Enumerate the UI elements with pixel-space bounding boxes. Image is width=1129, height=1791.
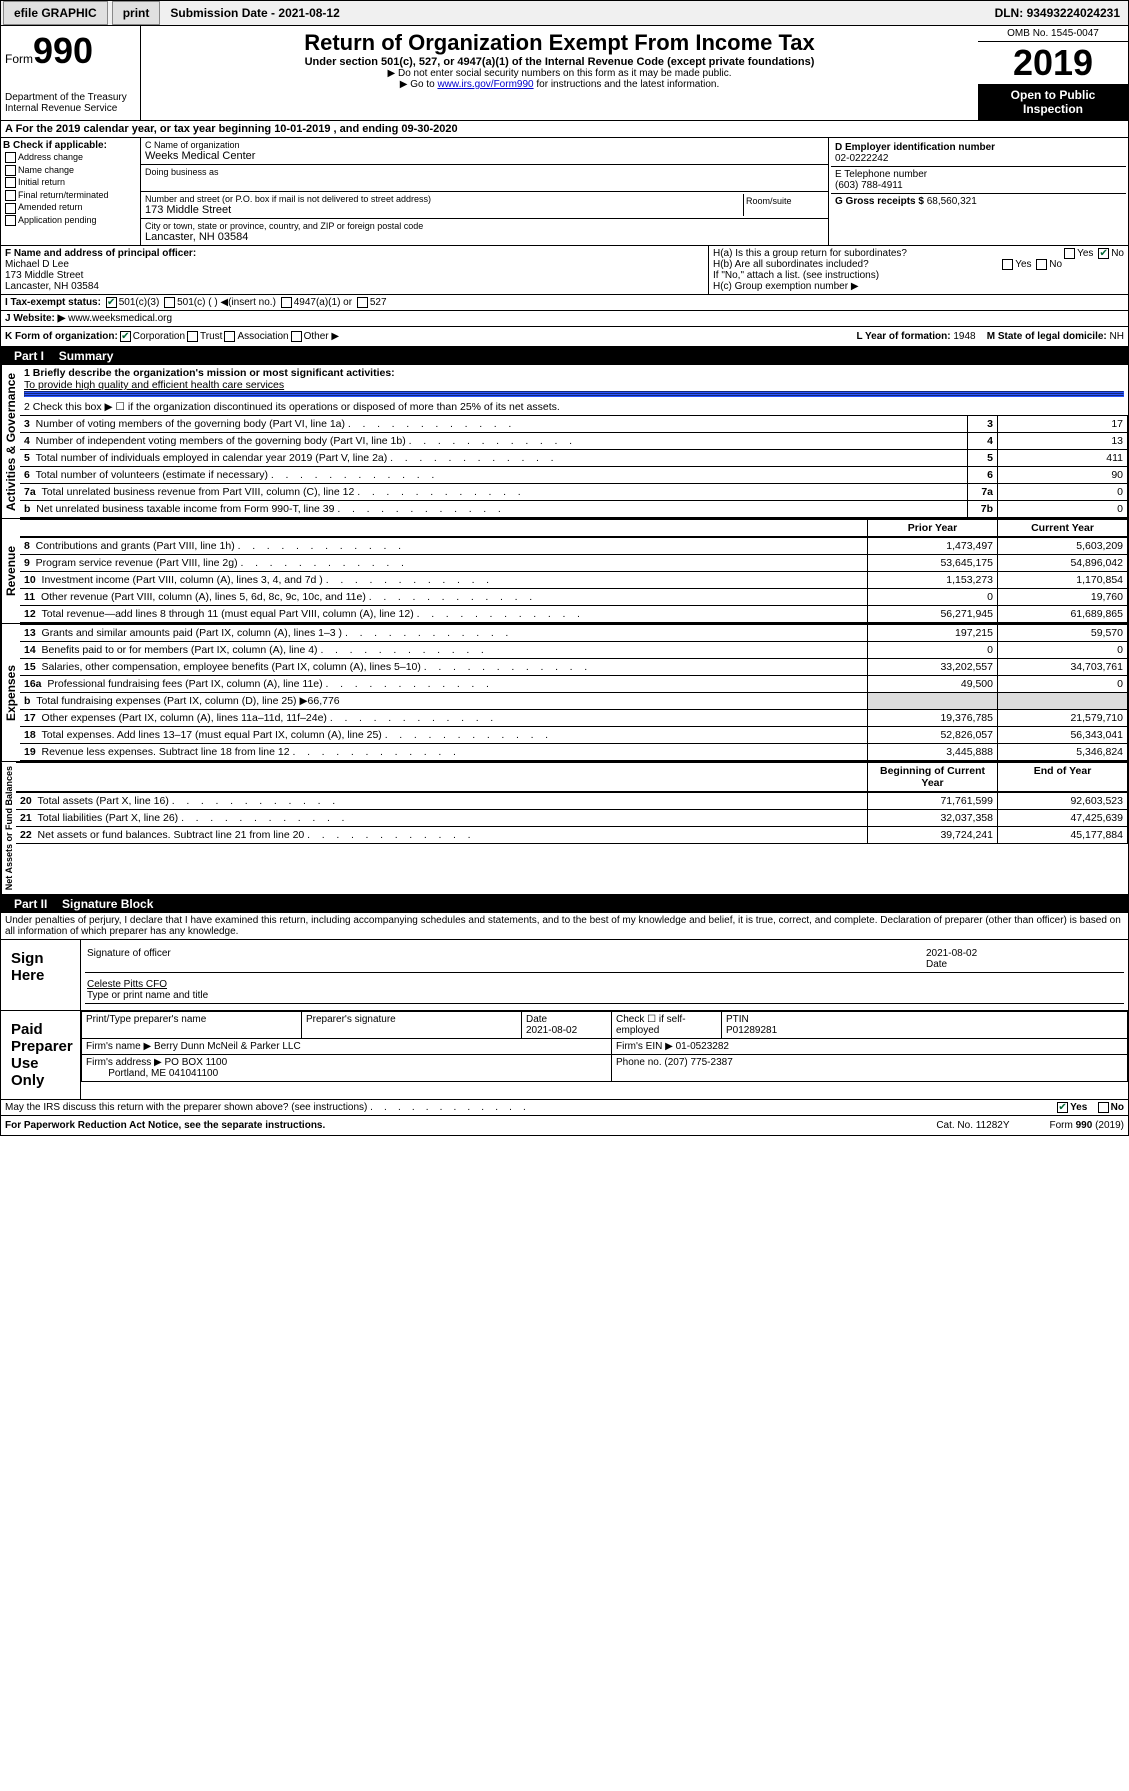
part1-revenue: Revenue Prior YearCurrent Year 8 Contrib… (0, 519, 1129, 624)
irs-label: Internal Revenue Service (5, 103, 136, 114)
irs-link[interactable]: www.irs.gov/Form990 (437, 79, 533, 90)
footer: For Paperwork Reduction Act Notice, see … (0, 1116, 1129, 1136)
part1-header: Part I Summary (0, 347, 1129, 365)
rev-label: Revenue (1, 519, 20, 623)
tax-year: 2019 (978, 42, 1128, 84)
form-title: Return of Organization Exempt From Incom… (145, 30, 974, 56)
section-h: H(a) Is this a group return for subordin… (708, 246, 1128, 294)
paid-preparer: Paid Preparer Use Only Print/Type prepar… (0, 1011, 1129, 1100)
net-label: Net Assets or Fund Balances (1, 762, 16, 894)
form-note2: ▶ Go to www.irs.gov/Form990 for instruct… (145, 79, 974, 90)
section-bcd: B Check if applicable: Address change Na… (0, 138, 1129, 246)
dept-label: Department of the Treasury (5, 92, 136, 103)
section-i: I Tax-exempt status: 501(c)(3) 501(c) ( … (0, 295, 1129, 311)
form-note1: ▶ Do not enter social security numbers o… (145, 68, 974, 79)
discuss-line: May the IRS discuss this return with the… (0, 1100, 1129, 1116)
omb-number: OMB No. 1545-0047 (978, 26, 1128, 42)
top-toolbar: efile GRAPHIC print Submission Date - 20… (0, 0, 1129, 26)
inspection-badge: Open to Public Inspection (978, 84, 1128, 120)
section-fh: F Name and address of principal officer:… (0, 246, 1129, 295)
section-deg: D Employer identification number02-02222… (828, 138, 1128, 245)
form-header: Form990 Department of the Treasury Inter… (0, 26, 1129, 121)
exp-label: Expenses (1, 624, 20, 761)
part1-expenses: Expenses 13 Grants and similar amounts p… (0, 624, 1129, 762)
dln: DLN: 93493224024231 (987, 2, 1128, 24)
perjury-text: Under penalties of perjury, I declare th… (0, 913, 1129, 940)
efile-button[interactable]: efile GRAPHIC (3, 1, 108, 25)
form-number: Form990 (5, 30, 136, 72)
line-a: A For the 2019 calendar year, or tax yea… (0, 121, 1129, 138)
print-button[interactable]: print (112, 1, 161, 25)
gov-label: Activities & Governance (1, 365, 20, 518)
sign-here: Sign Here Signature of officer2021-08-02… (0, 940, 1129, 1011)
section-c: C Name of organizationWeeks Medical Cent… (141, 138, 828, 245)
section-j: J Website: ▶ www.weeksmedical.org (0, 311, 1129, 327)
form-subtitle: Under section 501(c), 527, or 4947(a)(1)… (145, 56, 974, 68)
section-b: B Check if applicable: Address change Na… (1, 138, 141, 245)
part2-header: Part II Signature Block (0, 895, 1129, 913)
part1-governance: Activities & Governance 1 Briefly descri… (0, 365, 1129, 519)
section-klm: K Form of organization: Corporation Trus… (0, 327, 1129, 347)
section-f: F Name and address of principal officer:… (1, 246, 708, 294)
part1-netassets: Net Assets or Fund Balances Beginning of… (0, 762, 1129, 895)
submission-date-label: Submission Date - 2021-08-12 (162, 2, 347, 24)
